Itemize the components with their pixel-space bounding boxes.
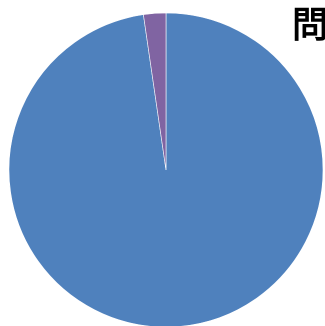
chart-title: 問 [292,5,325,46]
pie-slice-2 [143,12,167,171]
pie-slices [8,12,324,326]
